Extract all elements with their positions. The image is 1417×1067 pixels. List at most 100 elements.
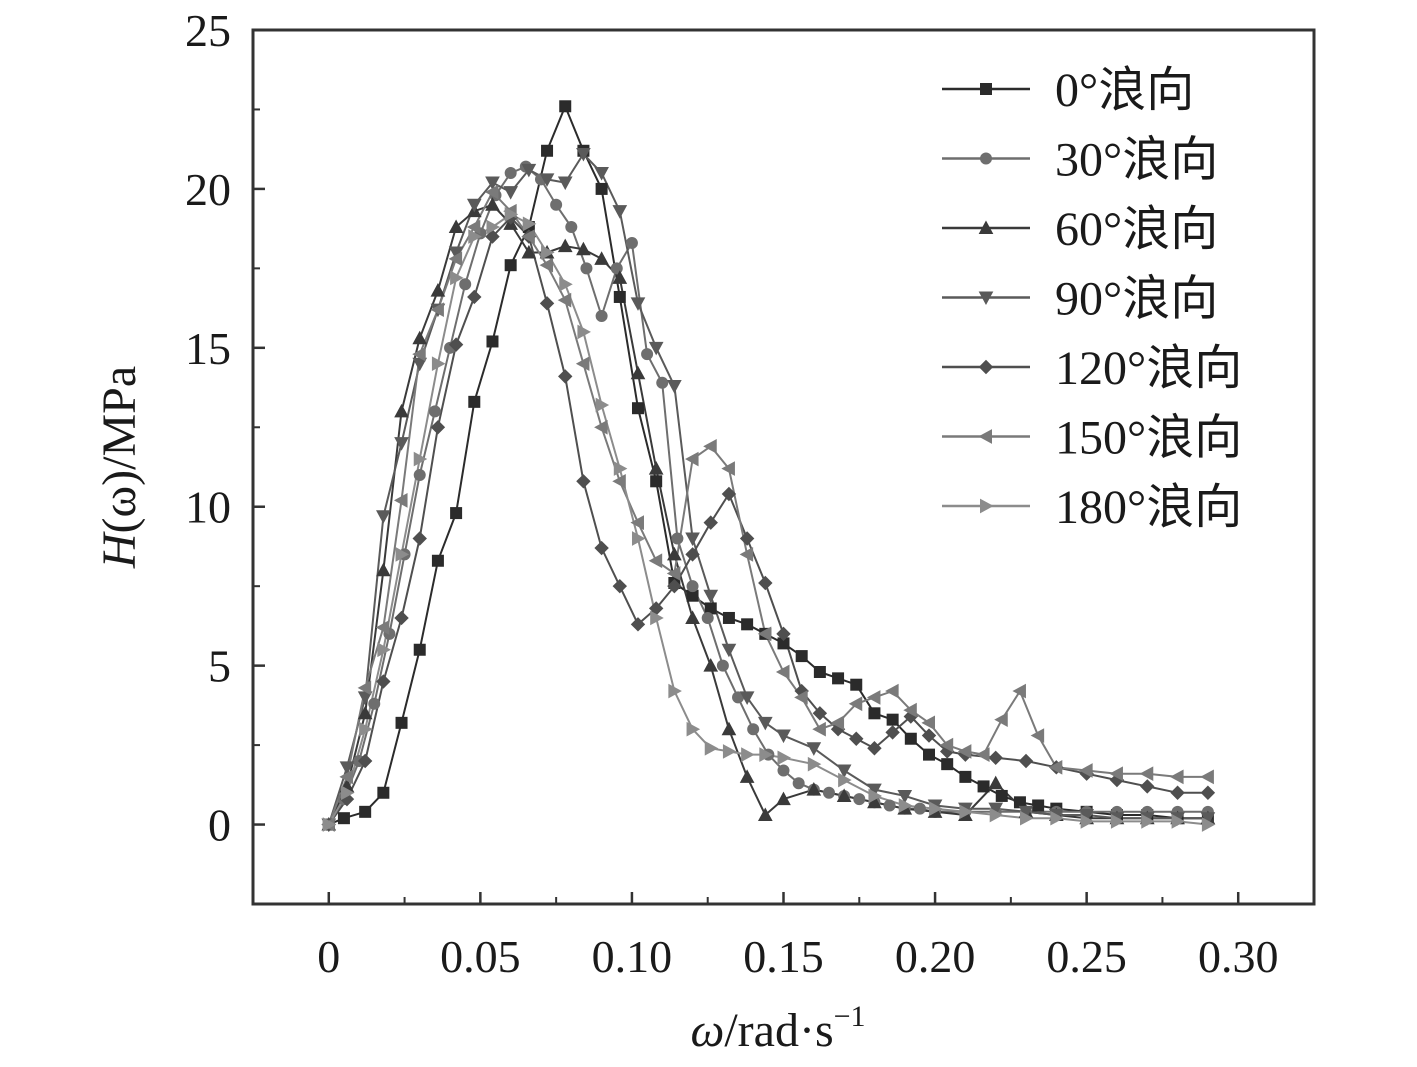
data-point <box>988 750 1003 766</box>
data-point <box>667 546 682 561</box>
legend-item: 60°浪向 <box>942 203 1218 256</box>
data-point <box>595 310 608 323</box>
data-point <box>703 589 719 604</box>
data-point <box>428 405 441 418</box>
legend-label: 180°浪向 <box>1055 481 1242 534</box>
data-point <box>394 610 409 626</box>
data-point <box>807 756 822 772</box>
data-point <box>668 683 682 699</box>
data-point <box>450 507 463 520</box>
data-point <box>1201 817 1216 832</box>
legend-marker <box>978 359 994 375</box>
legend-label: 90°浪向 <box>1055 273 1218 326</box>
data-point <box>741 747 755 762</box>
data-point <box>913 802 926 815</box>
data-point <box>1171 814 1186 829</box>
data-point <box>836 764 852 779</box>
data-point <box>630 617 646 632</box>
data-point <box>921 715 936 731</box>
data-point <box>959 804 973 820</box>
data-point <box>757 626 772 642</box>
data-point <box>1109 766 1123 782</box>
data-point <box>612 578 628 594</box>
data-point <box>376 510 391 524</box>
data-point <box>806 742 822 756</box>
data-point <box>468 229 482 244</box>
data-point <box>431 554 444 567</box>
data-point <box>716 659 729 672</box>
data-point <box>1018 805 1034 820</box>
data-point <box>721 721 737 736</box>
legend-marker <box>980 152 992 165</box>
data-point <box>631 402 644 415</box>
data-point <box>430 283 446 297</box>
data-point <box>812 721 826 737</box>
series-line-0 <box>328 105 1208 826</box>
data-point <box>777 764 790 777</box>
data-point <box>576 241 591 256</box>
data-point <box>722 744 737 759</box>
data-point <box>580 262 593 275</box>
data-point <box>1050 810 1064 826</box>
data-point <box>721 461 735 476</box>
data-point <box>994 712 1008 728</box>
data-point <box>929 801 943 816</box>
y-tick-label: 20 <box>185 164 231 215</box>
x-axis-unit: /rad·s <box>724 1004 833 1057</box>
data-point <box>630 297 646 311</box>
data-point <box>650 475 663 488</box>
data-point <box>504 259 517 272</box>
series-points-3 <box>321 147 1216 833</box>
data-point <box>466 198 482 213</box>
data-point <box>903 702 917 718</box>
data-point <box>612 270 628 284</box>
data-point <box>557 292 572 308</box>
legend-item: 150°浪向 <box>942 412 1242 465</box>
data-point <box>630 515 644 530</box>
data-point <box>539 173 555 187</box>
data-point <box>850 678 863 691</box>
data-point <box>1080 814 1095 829</box>
data-point <box>503 186 519 200</box>
data-point <box>630 365 646 380</box>
data-point <box>853 793 866 806</box>
series-points-5 <box>321 184 1214 832</box>
data-point <box>521 244 537 259</box>
data-point <box>376 674 391 689</box>
series-markers <box>321 100 1216 833</box>
data-point <box>375 620 390 635</box>
legend-marker <box>978 220 994 234</box>
data-point <box>557 176 573 191</box>
data-point <box>595 397 610 413</box>
data-point <box>685 532 700 547</box>
data-point <box>521 229 535 244</box>
legend-label: 120°浪向 <box>1055 342 1242 395</box>
data-point <box>594 540 609 556</box>
y-tick-label: 25 <box>185 5 231 56</box>
data-point <box>359 721 373 737</box>
legend-marker <box>978 429 992 444</box>
series-points-6 <box>322 206 1216 832</box>
data-point <box>848 696 863 712</box>
data-point <box>776 626 791 642</box>
data-point <box>1139 766 1154 782</box>
data-point <box>923 748 936 761</box>
data-point <box>758 575 773 591</box>
data-point <box>885 683 899 699</box>
y-tick-label: 0 <box>208 800 231 851</box>
data-point <box>485 197 500 211</box>
data-point <box>359 805 372 818</box>
data-point <box>648 461 664 475</box>
data-point <box>812 706 828 721</box>
data-point <box>941 758 954 771</box>
data-point <box>701 611 714 624</box>
data-point <box>1141 814 1155 829</box>
series-points-4 <box>321 210 1216 832</box>
legend-label: 60°浪向 <box>1055 203 1218 256</box>
data-point <box>485 229 500 244</box>
data-point <box>739 691 755 705</box>
data-point <box>1200 769 1214 785</box>
data-point <box>868 788 882 804</box>
data-point <box>594 419 608 435</box>
